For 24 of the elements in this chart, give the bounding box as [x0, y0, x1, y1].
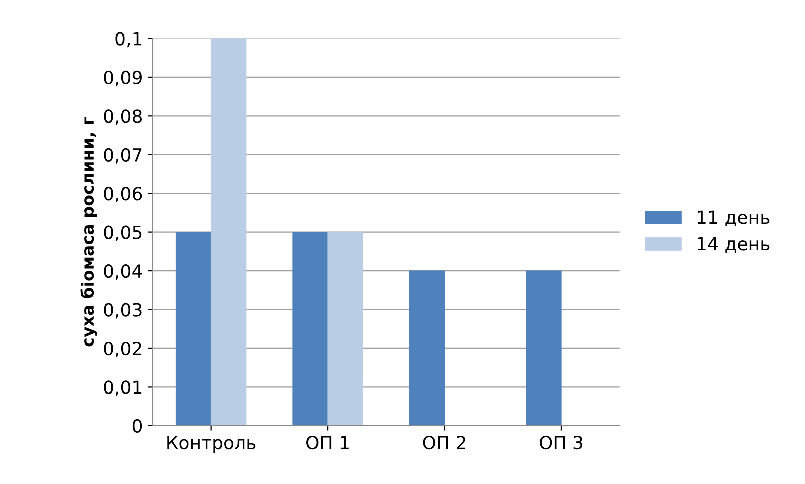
y-tick-label: 0,05	[104, 226, 142, 242]
legend-label: 11 день	[698, 210, 770, 227]
x-tick-label: ОП 2	[423, 436, 466, 450]
bar	[210, 38, 247, 426]
x-tick-label: Контроль	[168, 436, 256, 454]
y-tick-label: 0,01	[104, 380, 142, 396]
y-tick-label: 0,09	[104, 70, 142, 86]
bar	[526, 270, 562, 426]
y-tick-label: 0,02	[104, 342, 142, 358]
y-tick-label: 0	[132, 419, 142, 434]
y-tick-label: 0,06	[104, 187, 142, 203]
bar	[176, 232, 212, 426]
bar	[292, 232, 328, 426]
y-tick-label: 0,07	[104, 148, 142, 164]
y-tick-label: 0,08	[104, 110, 142, 126]
x-tick-label: ОП 3	[540, 436, 583, 450]
x-tick-label: ОП 1	[306, 436, 349, 450]
y-tick-label: 0,04	[104, 264, 142, 280]
y-axis-title: суха біомаса рослини, г	[80, 118, 98, 347]
bar	[409, 270, 446, 426]
bar	[328, 232, 364, 426]
y-tick-label: 0,03	[104, 303, 142, 319]
legend-label: 14 день	[698, 237, 770, 254]
y-tick-label: 0,1	[116, 32, 142, 48]
